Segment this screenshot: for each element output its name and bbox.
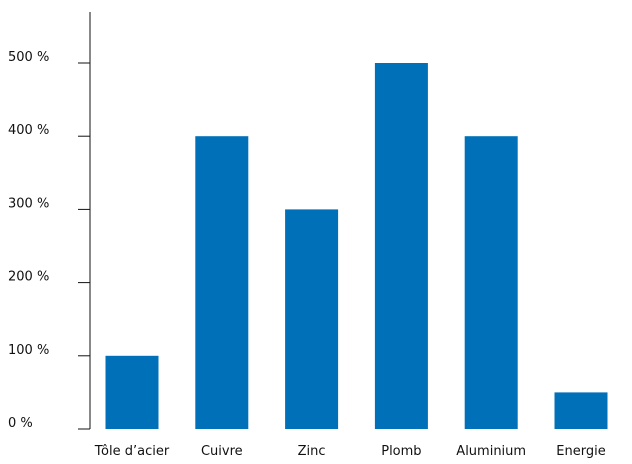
- y-tick-label: 300 %: [8, 196, 49, 211]
- bar: [105, 355, 159, 429]
- bar: [374, 63, 428, 429]
- y-tick-label: 100 %: [8, 343, 49, 358]
- bars: [105, 63, 608, 429]
- x-category-label: Cuivre: [201, 444, 243, 459]
- x-category-label: Tôle d’acier: [94, 444, 170, 459]
- bar: [554, 392, 608, 429]
- y-tick-label: 200 %: [8, 270, 49, 285]
- bar: [285, 209, 339, 429]
- y-ticks: 0 % 100 % 200 % 300 % 400 % 500 %: [8, 50, 90, 431]
- x-category-label: Plomb: [381, 444, 421, 459]
- bar: [464, 136, 518, 429]
- x-category-label: Energie: [556, 444, 605, 459]
- x-labels: Tôle d’acier Cuivre Zinc Plomb Aluminium Ener…: [94, 444, 606, 459]
- y-tick-label: 500 %: [8, 50, 49, 65]
- y-tick-label: 0 %: [8, 416, 33, 431]
- x-category-label: Zinc: [298, 444, 326, 459]
- y-tick-label: 400 %: [8, 123, 49, 138]
- x-category-label: Aluminium: [456, 444, 526, 459]
- bar: [195, 136, 249, 429]
